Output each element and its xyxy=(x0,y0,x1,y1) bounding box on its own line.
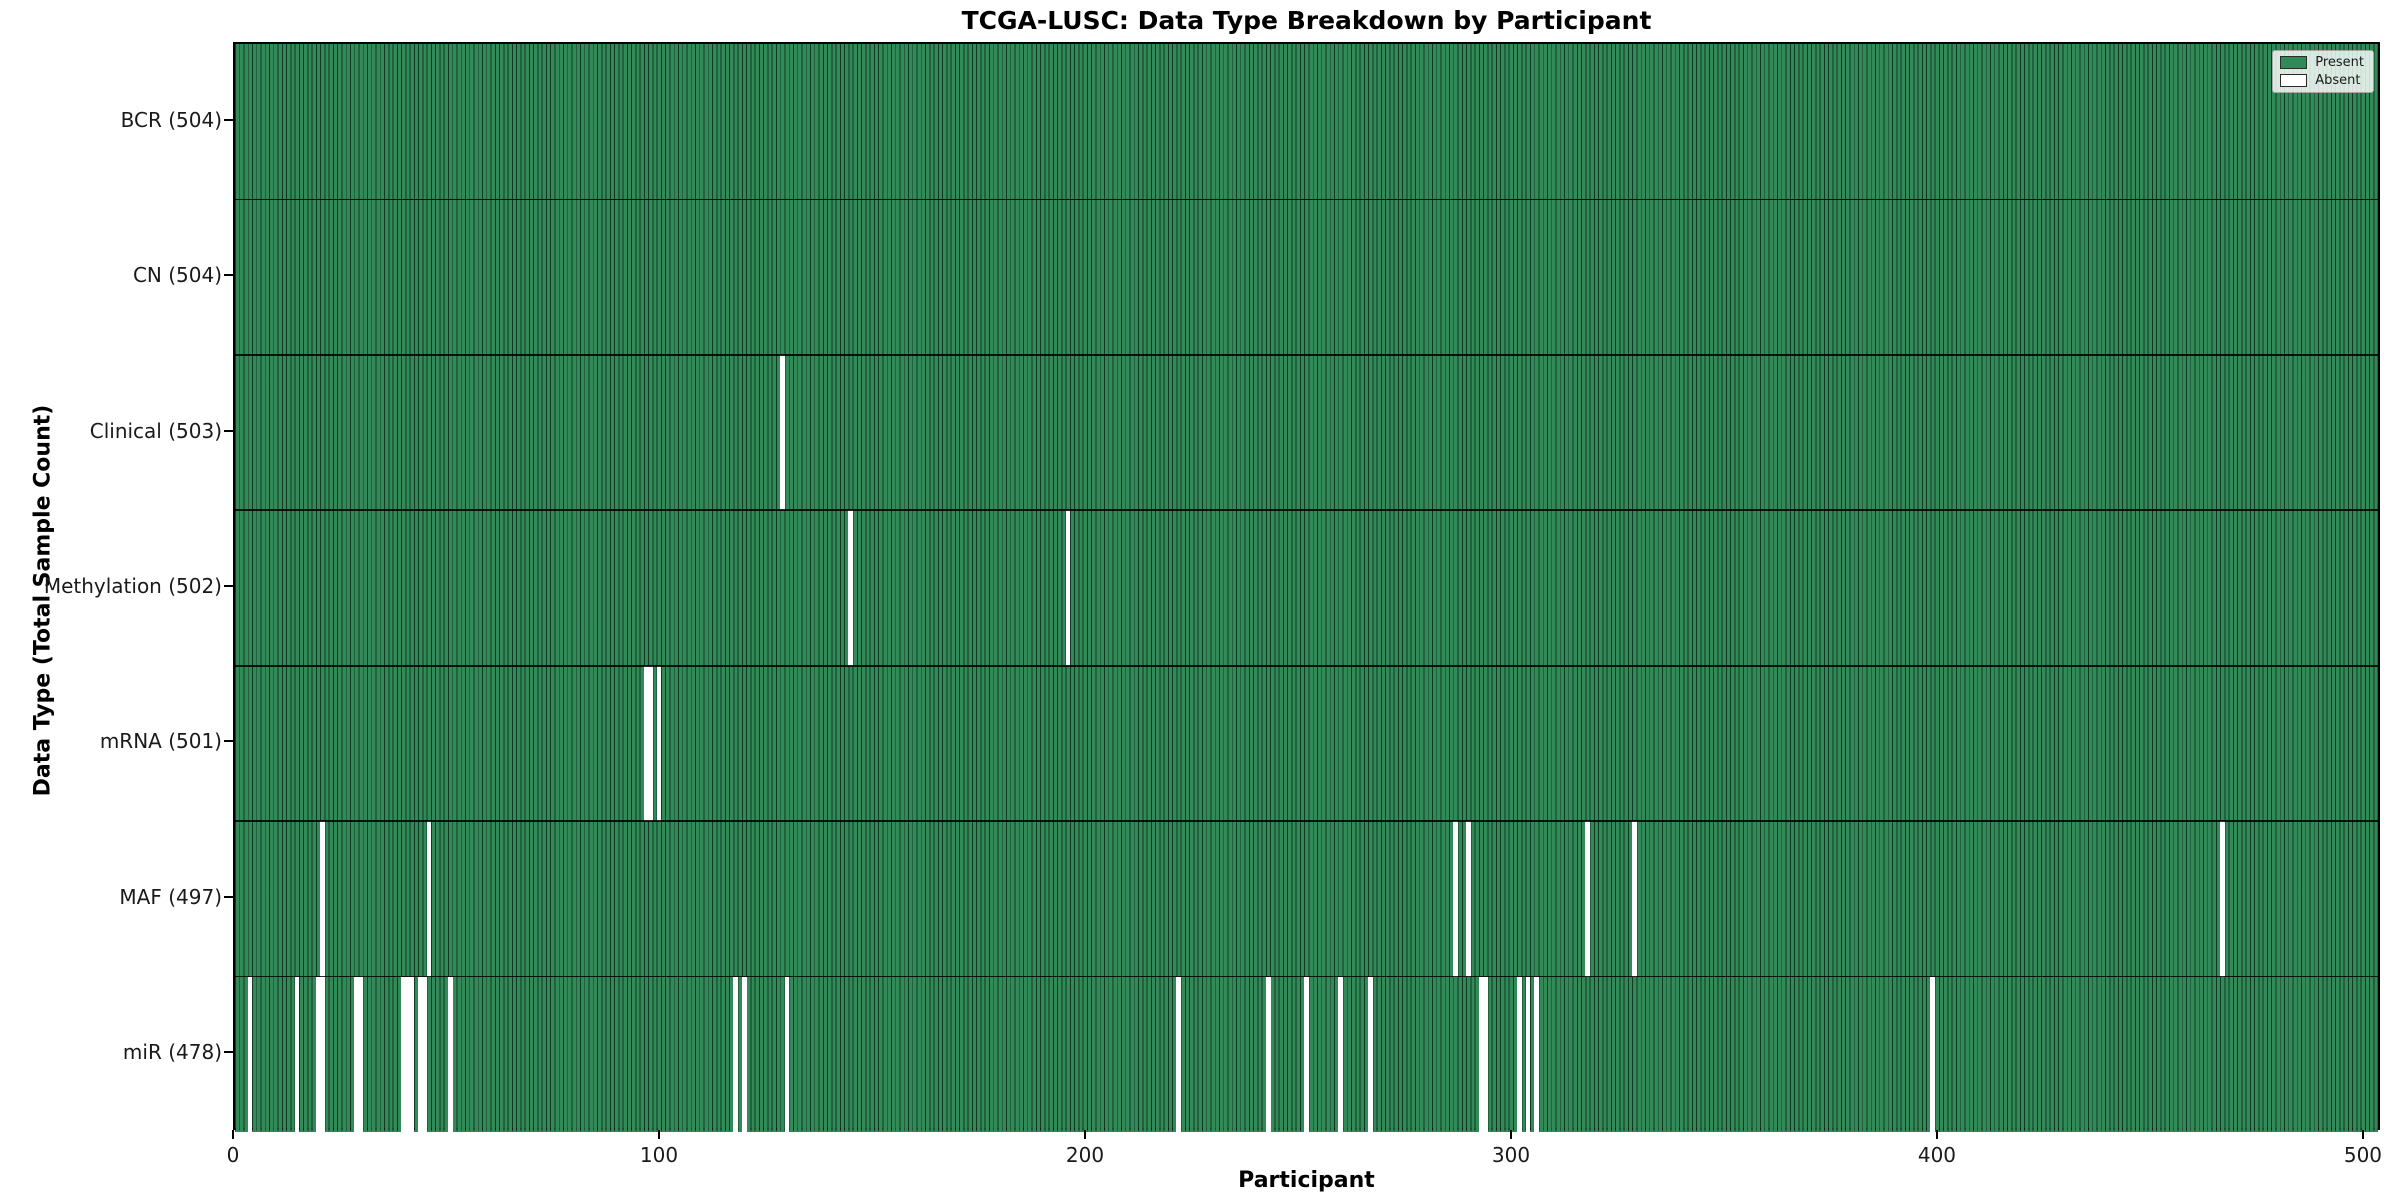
row-separator xyxy=(235,820,2378,822)
x-tick-mark xyxy=(1083,1130,1086,1139)
absent-mark xyxy=(1585,821,1591,977)
absent-mark xyxy=(656,665,662,822)
legend-present-label: Present xyxy=(2315,55,2364,70)
row-separator xyxy=(235,664,2378,667)
row-mir xyxy=(235,976,2378,1132)
absent-mark xyxy=(401,976,406,1132)
legend: Present Absent xyxy=(2272,50,2374,93)
absent-mark xyxy=(247,976,253,1132)
y-tick-label: MAF (497) xyxy=(119,884,222,909)
y-tick-mark xyxy=(224,274,233,277)
absent-mark xyxy=(320,976,325,1132)
absent-mark xyxy=(422,976,428,1132)
row-bcr xyxy=(235,44,2378,200)
y-axis-label: Data Type (Total Sample Count) xyxy=(30,404,56,796)
absent-mark xyxy=(1632,821,1637,977)
x-tick-mark xyxy=(657,1130,660,1139)
absent-mark xyxy=(1304,976,1309,1132)
legend-present-swatch xyxy=(2280,56,2308,69)
plot-area: Present Absent xyxy=(233,42,2380,1132)
absent-mark xyxy=(315,976,321,1132)
row-mrna xyxy=(235,665,2378,822)
absent-mark xyxy=(784,976,790,1132)
absent-mark xyxy=(2220,821,2225,977)
y-tick-mark xyxy=(224,585,233,587)
legend-absent-label: Absent xyxy=(2315,73,2361,88)
absent-mark xyxy=(1265,976,1271,1132)
x-tick-mark xyxy=(1935,1130,1938,1139)
absent-mark xyxy=(354,976,359,1132)
x-tick-mark xyxy=(232,1130,234,1139)
absent-mark xyxy=(1930,976,1936,1132)
absent-mark xyxy=(1453,821,1458,977)
row-separator xyxy=(235,509,2378,512)
x-tick-mark xyxy=(1509,1130,1512,1139)
absent-mark xyxy=(320,821,325,977)
row-separator xyxy=(235,354,2378,356)
absent-mark xyxy=(418,976,423,1132)
absent-mark xyxy=(1478,976,1484,1132)
absent-mark xyxy=(426,821,432,977)
y-tick-label: miR (478) xyxy=(122,1040,222,1065)
absent-mark xyxy=(1338,976,1343,1132)
y-tick-mark xyxy=(224,895,233,898)
absent-mark xyxy=(643,665,649,822)
x-tick-label: 100 xyxy=(639,1143,679,1167)
absent-mark xyxy=(1525,976,1531,1132)
y-tick-label: Clinical (503) xyxy=(89,418,222,443)
absent-mark xyxy=(1176,976,1182,1132)
legend-entry-absent: Absent xyxy=(2280,74,2364,87)
absent-mark xyxy=(1483,976,1488,1132)
row-separator xyxy=(235,975,2378,978)
absent-mark xyxy=(848,510,854,666)
absent-mark xyxy=(780,354,785,511)
x-tick-label: 400 xyxy=(1917,1143,1957,1167)
x-tick-label: 0 xyxy=(226,1143,240,1167)
x-tick-label: 500 xyxy=(2343,1143,2383,1167)
row-methylation xyxy=(235,510,2378,666)
absent-mark xyxy=(447,976,453,1132)
absent-mark xyxy=(1368,976,1373,1132)
y-tick-mark xyxy=(224,740,233,743)
y-tick-label: Methylation (502) xyxy=(43,574,222,598)
y-tick-mark xyxy=(224,118,233,121)
x-tick-mark xyxy=(2361,1130,2364,1139)
chart-title: TCGA-LUSC: Data Type Breakdown by Partic… xyxy=(961,6,1652,35)
legend-absent-swatch xyxy=(2280,74,2308,87)
absent-mark xyxy=(1466,821,1471,977)
absent-mark xyxy=(733,976,739,1132)
y-tick-mark xyxy=(224,1051,233,1054)
row-cn xyxy=(235,199,2378,355)
absent-mark xyxy=(648,665,653,822)
y-tick-label: BCR (504) xyxy=(120,107,222,132)
absent-mark xyxy=(405,976,411,1132)
absent-mark xyxy=(358,976,364,1132)
y-tick-label: CN (504) xyxy=(132,263,222,288)
legend-entry-present: Present xyxy=(2280,56,2364,69)
row-maf xyxy=(235,821,2378,977)
y-tick-label: mRNA (501) xyxy=(99,729,222,754)
y-axis-label-container: Data Type (Total Sample Count) xyxy=(28,0,58,1200)
x-tick-label: 300 xyxy=(1491,1143,1531,1167)
absent-mark xyxy=(1065,510,1071,666)
x-tick-label: 200 xyxy=(1065,1143,1105,1167)
row-separator xyxy=(235,198,2378,201)
x-axis-label: Participant xyxy=(1238,1168,1375,1193)
absent-mark xyxy=(294,976,300,1132)
absent-mark xyxy=(1517,976,1522,1132)
y-tick-mark xyxy=(224,429,233,432)
row-clinical xyxy=(235,354,2378,511)
absent-mark xyxy=(1534,976,1539,1132)
absent-mark xyxy=(741,976,747,1132)
absent-mark xyxy=(409,976,415,1132)
